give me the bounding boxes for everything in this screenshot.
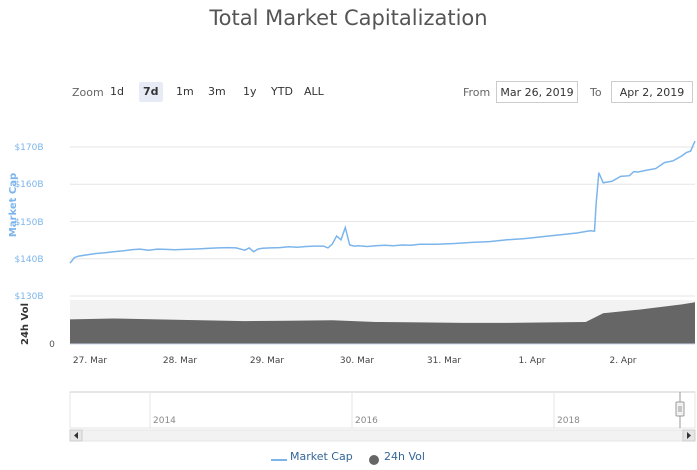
range-to-input[interactable] bbox=[611, 81, 693, 103]
scroll-left-arrow-icon bbox=[74, 432, 78, 439]
chart-title: Total Market Capitalization bbox=[209, 6, 488, 30]
navigator-tick-label: 2018 bbox=[557, 416, 580, 426]
x-tick-label: 1. Apr bbox=[518, 356, 545, 366]
navigator-handle[interactable] bbox=[675, 401, 685, 417]
zoom-button-3m[interactable]: 3m bbox=[208, 85, 226, 98]
x-axis-ticks: 27. Mar 28. Mar 29. Mar 30. Mar 31. Mar … bbox=[73, 356, 637, 366]
zoom-button-ytd[interactable]: YTD bbox=[271, 85, 293, 98]
legend-market-cap[interactable]: Market Cap bbox=[290, 450, 353, 463]
zoom-button-7d[interactable]: 7d bbox=[139, 82, 163, 102]
legend-volume-swatch bbox=[369, 455, 379, 465]
volume-area bbox=[70, 302, 695, 344]
x-tick-label: 28. Mar bbox=[163, 356, 197, 366]
x-tick-label: 2. Apr bbox=[609, 356, 636, 366]
x-tick-label: 27. Mar bbox=[73, 356, 107, 366]
y-axis-ticks: $130B $140B $150B $160B $170B bbox=[14, 143, 43, 302]
zoom-button-1y[interactable]: 1y bbox=[243, 85, 257, 98]
range-from-label: From bbox=[463, 86, 491, 99]
x-tick-label: 29. Mar bbox=[250, 356, 284, 366]
navigator-tick-label: 2016 bbox=[355, 416, 378, 426]
range-from-input[interactable] bbox=[496, 81, 578, 103]
market-cap-line bbox=[69, 140, 696, 264]
navigator-tick-label: 2014 bbox=[153, 416, 176, 426]
scroll-right-arrow-icon bbox=[687, 432, 691, 439]
zoom-button-all[interactable]: ALL bbox=[304, 85, 324, 98]
grid-lines bbox=[70, 146, 695, 297]
y-tick-label: $160B bbox=[14, 180, 43, 190]
scrollbar[interactable] bbox=[69, 429, 696, 442]
legend-24h-vol[interactable]: 24h Vol bbox=[384, 450, 425, 463]
volume-axis-title: 24h Vol bbox=[20, 303, 31, 345]
zoom-button-1d[interactable]: 1d bbox=[110, 85, 124, 98]
y-axis-title: Market Cap bbox=[8, 173, 19, 237]
x-tick-label: 30. Mar bbox=[340, 356, 374, 366]
y-tick-label: $140B bbox=[14, 255, 43, 265]
zoom-button-1m[interactable]: 1m bbox=[176, 85, 194, 98]
volume-zero-tick: 0 bbox=[49, 340, 55, 350]
range-to-label: To bbox=[590, 86, 602, 99]
zoom-label: Zoom bbox=[72, 86, 104, 99]
scrollbar-track[interactable] bbox=[69, 429, 696, 442]
x-tick-label: 31. Mar bbox=[427, 356, 461, 366]
y-tick-label: $150B bbox=[14, 218, 43, 228]
y-tick-label: $170B bbox=[14, 143, 43, 153]
y-tick-label: $130B bbox=[14, 292, 43, 302]
navigator[interactable]: 2014 2016 2018 bbox=[69, 391, 696, 429]
